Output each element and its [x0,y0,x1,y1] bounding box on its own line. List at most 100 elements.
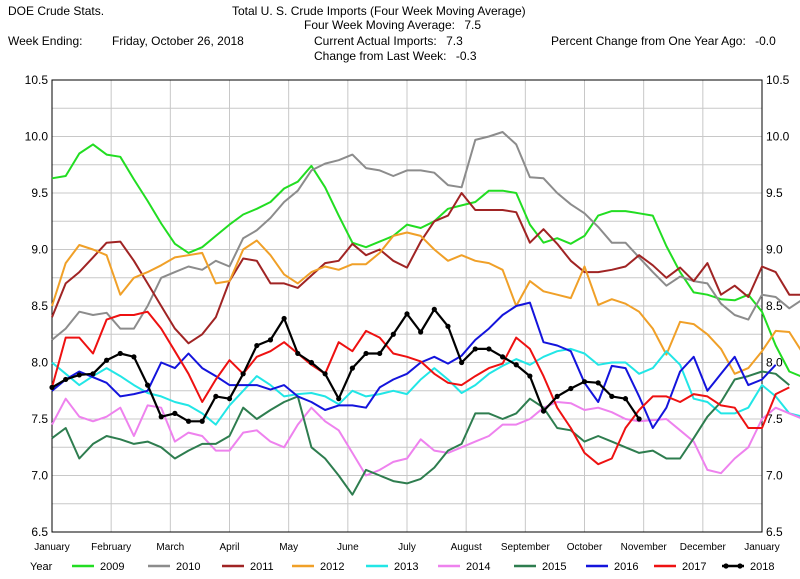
percent-change-label: Percent Change from One Year Ago: [551,34,746,48]
point-2018 [527,373,533,379]
point-2018 [158,414,164,420]
legend-label-2017: 2017 [682,561,706,573]
y-tick-label-right: 8.5 [766,299,783,313]
point-2018 [540,408,547,414]
y-tick-label-right: 9.5 [766,186,783,200]
change-label: Change from Last Week: [314,49,447,63]
point-2018 [226,396,233,402]
y-tick-label-right: 6.5 [766,525,783,539]
point-2018 [554,393,560,399]
point-2018 [131,354,137,360]
y-tick-label-right: 7.0 [766,469,783,483]
point-2018 [363,350,369,357]
point-2018 [117,350,123,357]
x-tick-label: January [34,542,70,553]
week-ending-label: Week Ending: [8,34,83,48]
y-tick-label-left: 8.0 [31,356,48,370]
y-axis-right: 6.5 7.0 7.5 8.0 8.5 9.0 9.5 10.0 10.5 [766,73,790,539]
point-2018 [581,379,588,385]
point-2018 [568,385,574,392]
change-value: -0.3 [455,49,477,63]
legend-label-2014: 2014 [466,561,490,573]
point-2018 [281,315,287,322]
point-2018 [144,382,151,388]
point-2018 [459,359,465,366]
point-2018 [513,362,519,368]
point-2018 [49,384,55,390]
y-tick-label-right: 7.5 [766,412,783,426]
source-label: DOE Crude Stats. [8,4,105,18]
point-2018 [104,357,110,363]
percent-change: Percent Change from One Year Ago: -0.0 [551,34,776,48]
legend-label-2016: 2016 [614,561,638,573]
series-line-2010 [51,131,800,341]
point-2018 [431,306,437,312]
x-tick-label: November [621,542,668,553]
point-2018 [636,416,642,422]
series-line-2009 [51,143,800,378]
chart-title: Total U. S. Crude Imports (Four Week Mov… [232,4,526,18]
y-tick-label-left: 7.5 [31,412,48,426]
point-2018 [63,376,69,383]
point-2018 [486,346,492,352]
point-2018 [90,371,96,377]
point-2018 [213,393,219,399]
x-tick-label: May [279,542,298,553]
point-2018 [172,410,178,416]
y-tick-label-left: 9.5 [31,186,48,200]
x-tick-label: July [398,542,416,553]
series-line-2015 [51,370,790,496]
series-line-2017 [51,310,790,466]
four-week-avg-label: Four Week Moving Average: [304,18,455,32]
x-tick-label: March [156,542,184,553]
x-tick-label: August [451,542,482,553]
legend-marker-2018 [737,563,743,569]
current-imports-value: 7.3 [446,34,463,48]
change-from-last-week: Change from Last Week: -0.3 [314,49,477,63]
y-tick-label-left: 10.5 [25,73,49,87]
y-tick-label-left: 9.0 [31,243,48,257]
point-2018 [404,311,410,317]
legend-label-2010: 2010 [176,561,200,573]
point-2018 [199,418,205,424]
current-imports-label: Current Actual Imports: [314,34,437,48]
current-imports: Current Actual Imports: 7.3 [314,34,463,48]
y-tick-label-left: 10.0 [25,130,49,144]
x-tick-label: September [501,542,551,553]
point-2018 [499,354,506,360]
point-2018 [254,342,260,349]
legend-label-2013: 2013 [394,561,418,573]
y-tick-label-right: 10.5 [766,73,790,87]
y-tick-label-right: 10.0 [766,130,790,144]
point-2018 [295,350,301,357]
point-2018 [308,359,315,366]
week-ending-value: Friday, October 26, 2018 [112,34,244,48]
grid [52,80,762,532]
point-2018 [622,396,629,402]
point-2018 [609,393,615,399]
point-2018 [336,396,342,402]
four-week-avg-value: 7.5 [464,18,481,32]
y-tick-label-right: 8.0 [766,356,783,370]
legend-year-label: Year [30,561,53,573]
y-tick-label-left: 6.5 [31,525,48,539]
point-2018 [445,323,451,329]
point-2018 [595,380,601,386]
x-axis: January February March April May June July Augu… [34,542,780,553]
y-tick-label-right: 9.0 [766,243,783,257]
series-line-2013 [51,347,800,426]
x-tick-label: April [219,542,239,553]
y-tick-label-left: 7.0 [31,469,48,483]
x-tick-label: January [744,542,780,553]
point-2018 [377,350,383,357]
series-line-2016 [51,301,777,429]
point-2018 [322,371,328,377]
point-2018 [349,365,355,371]
y-axis-left: 6.5 7.0 7.5 8.0 8.5 9.0 9.5 10.0 10.5 [25,73,49,539]
legend: Year 2009 2010 2011 2012 2013 2014 2015 2016 201… [30,561,774,573]
series-line-2012 [51,231,800,375]
legend-label-2009: 2009 [100,561,124,573]
point-2018 [76,372,82,378]
legend-label-2011: 2011 [250,561,274,573]
